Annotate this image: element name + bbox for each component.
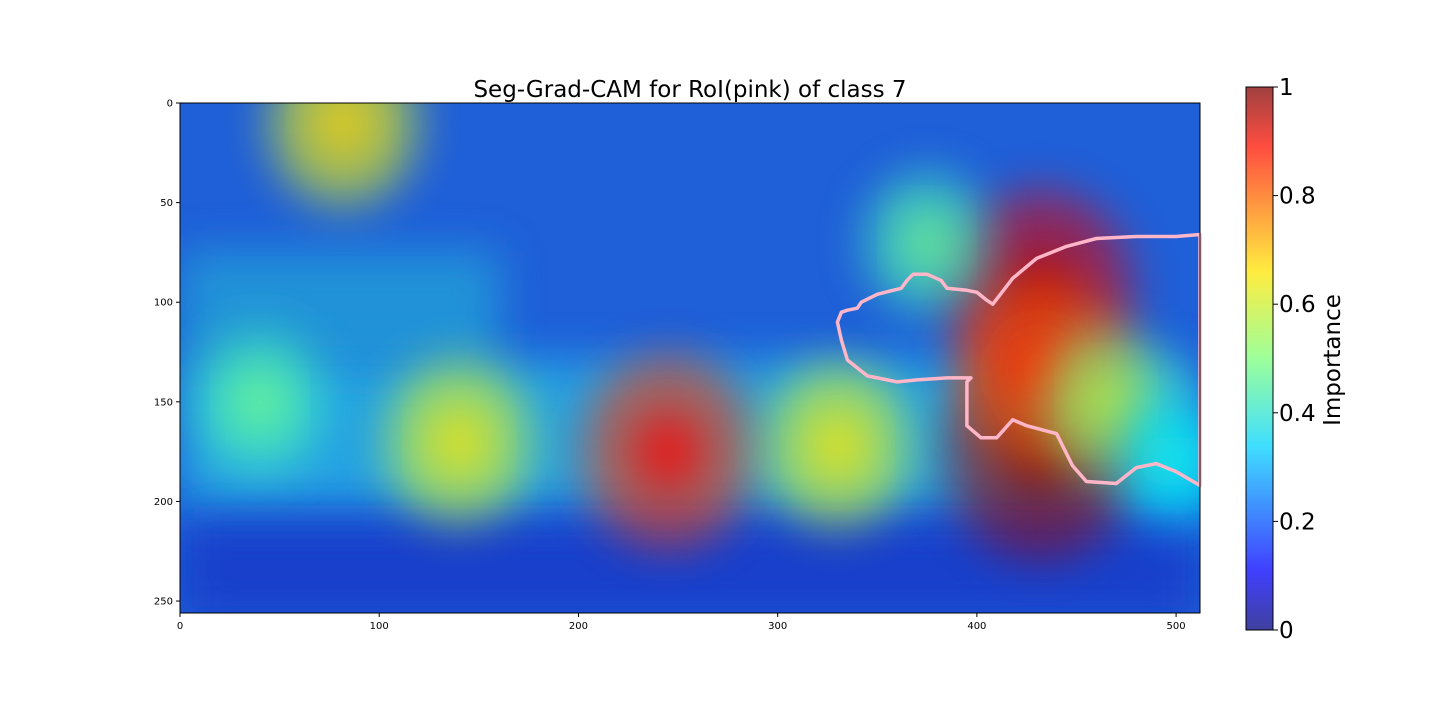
colorbar-tick-label-4: 0.8	[1279, 184, 1316, 210]
hotspot-core-10	[1153, 435, 1199, 488]
x-tick-label-200: 200	[569, 621, 588, 632]
y-tick-label-0: 0	[167, 99, 173, 110]
x-axis-ticks: 0 100 200 300 400 500	[177, 613, 1186, 632]
colorbar-frame	[1245, 86, 1274, 631]
y-tick-label-250: 250	[154, 597, 173, 608]
hotspot-core-8	[1080, 371, 1133, 432]
colorbar-ticks: 0 0.2 0.4 0.6 0.8 1	[1273, 75, 1316, 644]
hotspot-core-5	[808, 412, 867, 479]
x-tick-label-500: 500	[1167, 621, 1186, 632]
y-tick-label-50: 50	[160, 198, 173, 209]
colorbar-tick-label-3: 0.6	[1279, 292, 1316, 318]
x-tick-label-300: 300	[768, 621, 787, 632]
colorbar-gradient	[1246, 87, 1273, 630]
hotspot-core-7	[234, 373, 285, 431]
hotspot-core-9	[902, 213, 953, 272]
plot-frame	[179, 102, 1201, 614]
colorbar-tick-label-0: 0	[1279, 618, 1294, 644]
y-tick-label-150: 150	[154, 397, 173, 408]
x-tick-label-400: 400	[967, 621, 986, 632]
x-tick-label-100: 100	[370, 621, 389, 632]
colorbar-label: Importance	[1320, 294, 1346, 426]
x-tick-label-0: 0	[177, 621, 183, 632]
y-tick-label-100: 100	[154, 298, 173, 309]
colorbar-tick-label-1: 0.2	[1279, 509, 1316, 535]
colorbar: 0 0.2 0.4 0.6 0.8 1 Importance	[1245, 75, 1346, 644]
colorbar-tick-label-5: 1	[1279, 75, 1294, 101]
hotspot-core-4	[430, 408, 488, 475]
chart-title: Seg-Grad-CAM for RoI(pink) of class 7	[473, 77, 906, 103]
colorbar-tick-label-2: 0.4	[1279, 401, 1316, 427]
y-axis-ticks: 0 50 100 150 200 250	[154, 99, 180, 608]
plot-area: 0 100 200 300 400 500 0 50 100 150 200 250	[154, 99, 1202, 632]
y-tick-label-200: 200	[154, 497, 173, 508]
hotspot-core-6	[314, 103, 373, 157]
hotspot-core-3	[633, 412, 703, 491]
hotspots	[195, 103, 1200, 560]
